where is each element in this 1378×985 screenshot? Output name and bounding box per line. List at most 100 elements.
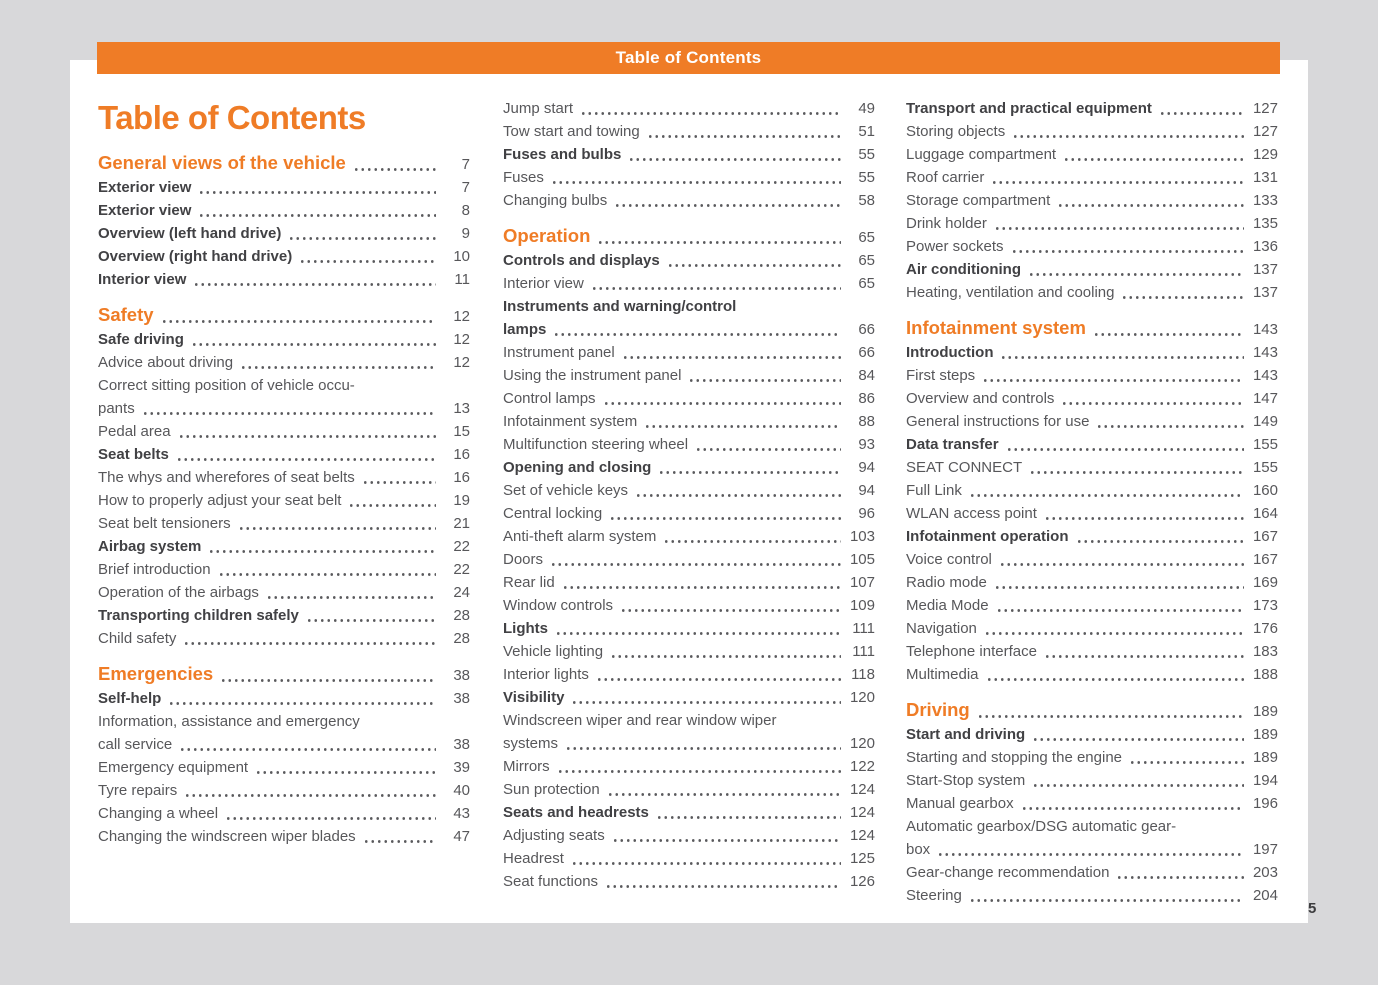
entry-label: Multifunction steering wheel	[503, 436, 689, 453]
dot-leader	[1075, 525, 1244, 548]
entry-page: 194	[1252, 772, 1278, 789]
toc-entry: Start and driving 189	[906, 723, 1278, 746]
entry-label: Seat belt tensioners	[98, 515, 231, 532]
toc-entry: Controls and displays 65	[503, 249, 875, 272]
entry-page: 129	[1252, 146, 1278, 163]
entry-label: Fuses	[503, 169, 544, 186]
entry-page: 196	[1252, 795, 1278, 812]
toc-entry: Data transfer 155	[906, 433, 1278, 456]
toc-entry: Interior view 65	[503, 272, 875, 295]
entry-page: 55	[858, 169, 875, 186]
dot-leader	[658, 456, 841, 479]
dot-leader	[609, 502, 841, 525]
entry-label: Transport and practical equipment	[906, 100, 1152, 117]
dot-leader	[998, 548, 1244, 571]
dot-leader	[1020, 792, 1244, 815]
toc-entry: Transporting children safely 28	[98, 604, 470, 627]
page-header-bar: Table of Contents	[97, 42, 1280, 74]
entry-label: Starting and stopping the engine	[906, 749, 1122, 766]
entry-page: 22	[453, 561, 470, 578]
dot-leader	[695, 433, 841, 456]
entry-label: Safe driving	[98, 331, 184, 348]
toc-entry: Emergency equipment 39	[98, 756, 470, 779]
toc-section: Transport and practical equipment 127 Stor…	[906, 97, 1278, 304]
entry-page: 84	[858, 367, 875, 384]
entry-page: 118	[851, 666, 875, 683]
toc-entry: Multifunction steering wheel 93	[503, 433, 875, 456]
entry-page: 39	[453, 759, 470, 776]
toc-entry: First steps 143	[906, 364, 1278, 387]
entry-label: Pedal area	[98, 423, 171, 440]
toc-entry: Changing bulbs 58	[503, 189, 875, 212]
toc-entry: Central locking 96	[503, 502, 875, 525]
toc-entry: Drink holder 135	[906, 212, 1278, 235]
entry-page: 38	[453, 667, 470, 684]
toc-section: Emergencies 38 Self-help 38 Information, ass…	[98, 661, 470, 848]
entry-label: box	[906, 841, 931, 858]
dot-leader	[198, 199, 436, 222]
dot-leader	[646, 120, 841, 143]
entry-label: Drink holder	[906, 215, 987, 232]
entry-page: 111	[852, 643, 875, 660]
entry-label: Exterior view	[98, 179, 192, 196]
entry-label: Operation	[503, 225, 591, 246]
dot-leader	[1010, 235, 1244, 258]
toc-section-heading: Operation 65	[503, 223, 875, 249]
entry-page: 137	[1252, 261, 1278, 278]
entry-label: Steering	[906, 887, 962, 904]
entry-page: 107	[849, 574, 875, 591]
toc-entry: Child safety 28	[98, 627, 470, 650]
dot-leader	[571, 686, 841, 709]
entry-page: 109	[849, 597, 875, 614]
toc-entry: Navigation 176	[906, 617, 1278, 640]
entry-label: Self-help	[98, 690, 162, 707]
toc-section: Infotainment system 143 Introduction 143 Fir…	[906, 315, 1278, 686]
entry-page: 43	[453, 805, 470, 822]
toc-entry: Radio mode 169	[906, 571, 1278, 594]
dot-leader	[255, 756, 436, 779]
dot-leader	[561, 571, 841, 594]
toc-entry: Roof carrier 131	[906, 166, 1278, 189]
entry-page: 137	[1252, 284, 1278, 301]
entry-label: Control lamps	[503, 390, 596, 407]
toc-entry: Instrument panel 66	[503, 341, 875, 364]
entry-label: Tow start and towing	[503, 123, 640, 140]
entry-label: systems	[503, 735, 559, 752]
dot-leader	[590, 272, 841, 295]
dot-leader	[175, 443, 436, 466]
toc-entry: Exterior view 8	[98, 199, 470, 222]
toc-entry: Starting and stopping the engine 189	[906, 746, 1278, 769]
dot-leader	[602, 387, 841, 410]
toc-entry: Tow start and towing 51	[503, 120, 875, 143]
toc-entry: Seat belts 16	[98, 443, 470, 466]
dot-leader	[288, 222, 436, 245]
dot-leader	[160, 302, 436, 328]
entry-label: Gear-change recommendation	[906, 864, 1110, 881]
entry-label: Luggage compartment	[906, 146, 1057, 163]
toc-entry: Fuses and bulbs 55	[503, 143, 875, 166]
entry-page: 65	[858, 275, 875, 292]
toc-entry: Control lamps 86	[503, 387, 875, 410]
toc-entry: Media Mode 173	[906, 594, 1278, 617]
toc-entry: Multimedia 188	[906, 663, 1278, 686]
entry-label: Interior view	[98, 271, 187, 288]
entry-page: 173	[1252, 597, 1278, 614]
dot-leader	[1027, 258, 1244, 281]
toc-entry: Using the instrument panel 84	[503, 364, 875, 387]
dot-leader	[362, 825, 436, 848]
toc-entry: Interior view 11	[98, 268, 470, 291]
toc-section: Driving 189 Start and driving 189 Starting a…	[906, 697, 1278, 907]
dot-leader	[1129, 746, 1244, 769]
entry-label: General instructions for use	[906, 413, 1090, 430]
toc-entry: Changing the windscreen wiper blades 47	[98, 825, 470, 848]
entry-page: 143	[1252, 344, 1278, 361]
toc-entry-line1: Automatic gearbox/DSG automatic gear-	[906, 815, 1278, 838]
entry-page: 120	[849, 689, 875, 706]
dot-leader	[620, 594, 841, 617]
entry-page: 124	[849, 781, 875, 798]
entry-page: 21	[453, 515, 470, 532]
toc-entry: Introduction 143	[906, 341, 1278, 364]
entry-page: 135	[1252, 215, 1278, 232]
entry-label: Full Link	[906, 482, 962, 499]
entry-label: Seat belts	[98, 446, 169, 463]
